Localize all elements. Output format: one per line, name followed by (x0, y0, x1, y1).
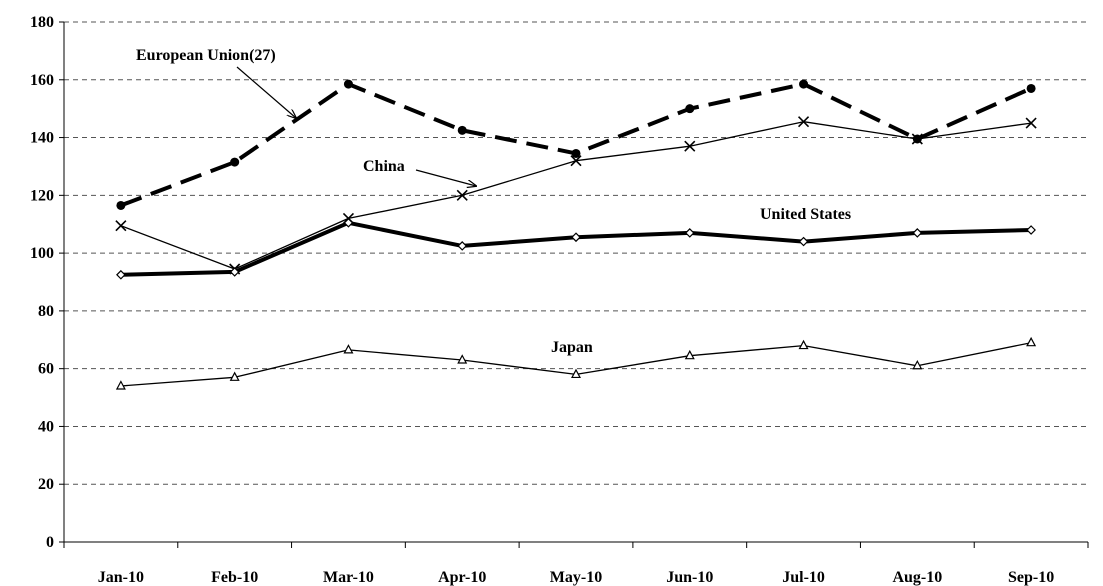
y-axis-ticks: 0 20 40 60 80 100 120 140 160 180 (30, 14, 64, 551)
data-point (456, 189, 468, 201)
data-point (684, 349, 695, 360)
x-axis-ticks: Jan-10 Feb-10 Mar-10 Apr-10 May-10 Jun-10 Jul-… (63, 542, 1089, 586)
data-point (229, 371, 240, 381)
y-tick-label: 20 (38, 476, 54, 493)
data-point (685, 104, 695, 114)
series-label-japan: Japan (551, 339, 593, 356)
series-label-china: China (363, 158, 405, 175)
data-point (571, 232, 581, 243)
data-point (571, 368, 581, 379)
y-tick-label: 80 (38, 303, 54, 320)
data-point (1026, 336, 1037, 347)
series-united-states (116, 217, 1036, 280)
y-tick-label: 120 (30, 187, 54, 204)
x-tick-label: May-10 (550, 569, 602, 586)
series-line (120, 82, 1032, 208)
arrow-china (415, 169, 476, 186)
x-tick-label: Apr-10 (438, 569, 486, 586)
data-point (684, 228, 695, 238)
data-point (912, 228, 923, 238)
data-point (116, 269, 126, 280)
data-point (457, 125, 467, 135)
series-group (115, 79, 1037, 390)
y-tick-label: 140 (30, 130, 54, 147)
series-line (120, 220, 1032, 277)
data-point (799, 79, 809, 89)
series-label-european-union: European Union(27) (136, 47, 276, 64)
data-point (797, 116, 810, 128)
data-point (457, 241, 468, 251)
data-point (1026, 83, 1036, 93)
data-point (115, 220, 127, 232)
data-point (1026, 225, 1036, 235)
data-point (570, 155, 582, 167)
data-point (115, 380, 126, 390)
x-tick-label: Jul-10 (782, 569, 825, 586)
x-tick-label: Jun-10 (666, 569, 713, 586)
gridlines (64, 21, 1088, 485)
data-point (684, 140, 696, 152)
x-tick-label: Jan-10 (98, 569, 144, 586)
data-point (798, 339, 809, 350)
data-point (1025, 117, 1037, 129)
data-point (798, 236, 809, 247)
y-tick-label: 160 (30, 72, 54, 89)
x-tick-label: Mar-10 (323, 569, 374, 586)
x-tick-label: Sep-10 (1008, 569, 1054, 586)
data-point (229, 267, 240, 277)
data-point (343, 79, 353, 89)
data-point (343, 344, 354, 354)
axes (63, 22, 1088, 543)
y-tick-label: 180 (30, 14, 54, 31)
data-point (457, 354, 468, 364)
series-japan (115, 336, 1037, 390)
series-label-united-states: United States (760, 206, 851, 223)
data-point (571, 148, 581, 158)
y-tick-label: 0 (46, 534, 54, 551)
y-tick-label: 60 (38, 361, 54, 378)
arrow-european-union (236, 66, 296, 118)
x-tick-label: Feb-10 (211, 569, 258, 586)
y-tick-label: 100 (30, 245, 54, 262)
data-point (230, 157, 240, 167)
data-point (343, 217, 354, 228)
data-point (116, 200, 126, 210)
x-tick-label: Aug-10 (892, 569, 942, 586)
y-tick-label: 40 (38, 418, 54, 435)
data-point (912, 360, 923, 370)
series-labels: European Union(27) China United States J… (136, 47, 851, 356)
data-point (912, 134, 922, 144)
series-european-union-27 (116, 79, 1036, 210)
